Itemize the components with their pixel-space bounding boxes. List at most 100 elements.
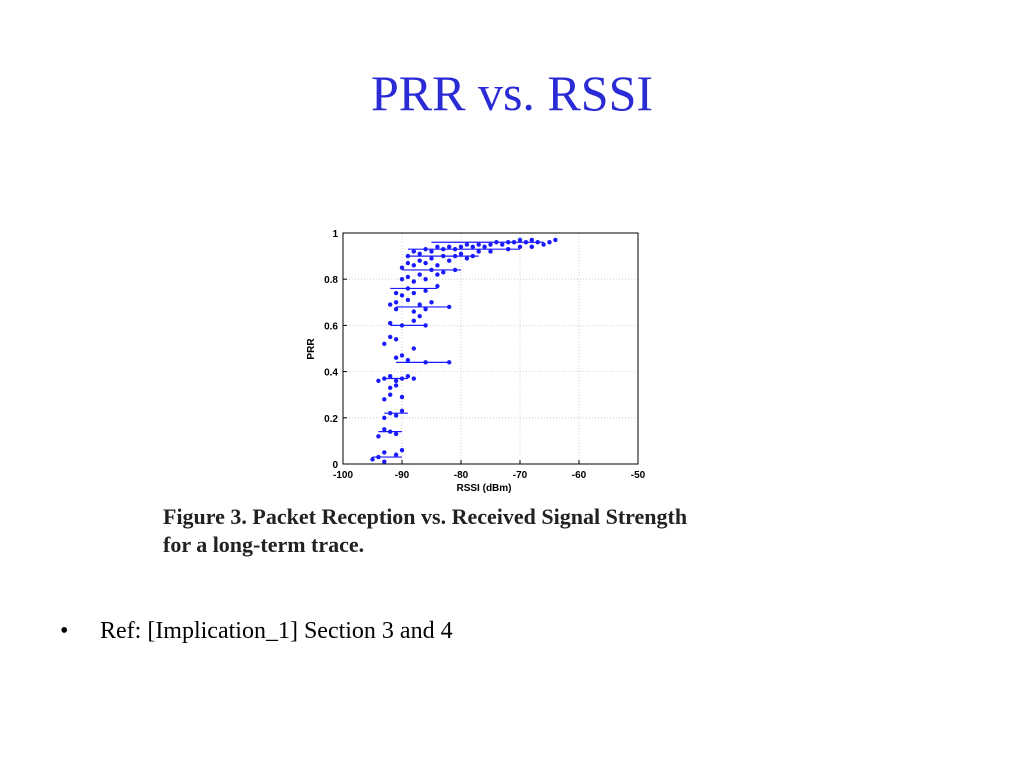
data-point (423, 277, 428, 282)
data-point (429, 300, 434, 305)
list-item: • Ref: [Implication_1] Section 3 and 4 (60, 618, 453, 645)
data-point (405, 374, 411, 379)
data-point (388, 410, 393, 416)
data-point (405, 297, 411, 303)
data-point (476, 249, 481, 254)
data-point (447, 360, 452, 365)
data-point (441, 270, 446, 275)
data-point (411, 346, 416, 351)
data-point (553, 237, 558, 243)
data-point (411, 279, 416, 284)
data-point (452, 267, 458, 273)
data-point (388, 320, 393, 326)
data-point (393, 300, 399, 305)
y-tick-label: 0.4 (324, 368, 338, 379)
data-point (547, 240, 552, 245)
x-tick-label: -70 (513, 470, 528, 481)
data-point (447, 258, 452, 263)
plot-frame (342, 232, 639, 465)
data-point (376, 434, 381, 439)
scatter-plot: -100 -90 -80 -70 -60 -50 0 0.2 0.4 0.6 0.8 1 RSSI (… (306, 229, 646, 494)
data-point (423, 260, 428, 266)
data-point (435, 244, 440, 250)
data-point (417, 272, 422, 277)
data-point (382, 450, 387, 455)
data-point (399, 394, 405, 400)
x-tick-label: -100 (333, 470, 353, 481)
data-point (488, 249, 493, 254)
data-point (370, 457, 375, 462)
data-point (417, 302, 422, 307)
data-point (411, 249, 416, 254)
data-point (482, 244, 487, 250)
data-point (393, 452, 399, 457)
data-point (411, 318, 416, 323)
data-point (393, 378, 399, 384)
data-point (506, 246, 511, 252)
data-point (429, 249, 434, 254)
x-tick-label: -80 (454, 470, 469, 481)
data-point (399, 376, 405, 381)
x-tick-label: -90 (395, 470, 410, 481)
data-point (411, 376, 416, 381)
data-point (376, 454, 381, 460)
data-point (399, 447, 405, 453)
data-point (417, 313, 422, 319)
data-point (517, 244, 523, 250)
data-point (393, 355, 399, 360)
data-point (529, 237, 534, 243)
data-point (447, 244, 452, 250)
data-point (541, 242, 546, 247)
data-point (423, 360, 428, 365)
data-point (494, 240, 499, 245)
data-point (517, 237, 523, 243)
data-point (423, 323, 428, 328)
data-point (388, 392, 393, 397)
data-point (488, 242, 493, 247)
x-tick-label: -60 (572, 470, 587, 481)
prr-vs-rssi-chart: -100 -90 -80 -70 -60 -50 0 0.2 0.4 0.6 0.8 1 RSSI (… (300, 222, 650, 500)
data-point (470, 253, 475, 259)
data-point (535, 240, 540, 245)
data-point (411, 290, 416, 296)
data-point (399, 277, 405, 282)
data-point (399, 353, 405, 358)
data-point (405, 286, 411, 291)
data-point (388, 429, 393, 434)
data-point (423, 288, 428, 293)
data-point (382, 415, 387, 420)
data-point (423, 246, 428, 252)
caption-line-2: for a long-term trace. (163, 532, 365, 557)
data-point (476, 242, 481, 247)
data-point (429, 267, 434, 273)
data-point (458, 251, 464, 256)
x-axis-label: RSSI (dBm) (457, 483, 512, 494)
data-point (464, 256, 470, 261)
bullet-text: Ref: [Implication_1] Section 3 and 4 (100, 618, 453, 644)
y-tick-label: 0 (332, 460, 338, 471)
x-tick-label: -50 (631, 470, 646, 481)
slide-title: PRR vs. RSSI (370, 65, 654, 121)
data-point (405, 357, 411, 363)
data-point (435, 263, 440, 268)
data-point (393, 413, 399, 418)
data-point (529, 244, 534, 250)
data-point (452, 253, 458, 259)
data-point (523, 240, 529, 245)
data-point (435, 272, 440, 277)
data-point (399, 323, 405, 328)
data-point (447, 304, 452, 310)
y-axis-label: PRR (306, 338, 317, 360)
data-point (382, 376, 387, 381)
y-tick-label: 1 (332, 229, 338, 240)
data-point (405, 260, 411, 266)
data-point (423, 307, 428, 312)
data-point (399, 408, 405, 414)
data-point (405, 253, 411, 259)
data-point (411, 263, 416, 268)
caption-line-1: Figure 3. Packet Reception vs. Received … (163, 504, 688, 529)
data-point (399, 293, 405, 298)
data-point (393, 337, 399, 342)
data-point (435, 283, 440, 289)
data-point (464, 242, 470, 247)
